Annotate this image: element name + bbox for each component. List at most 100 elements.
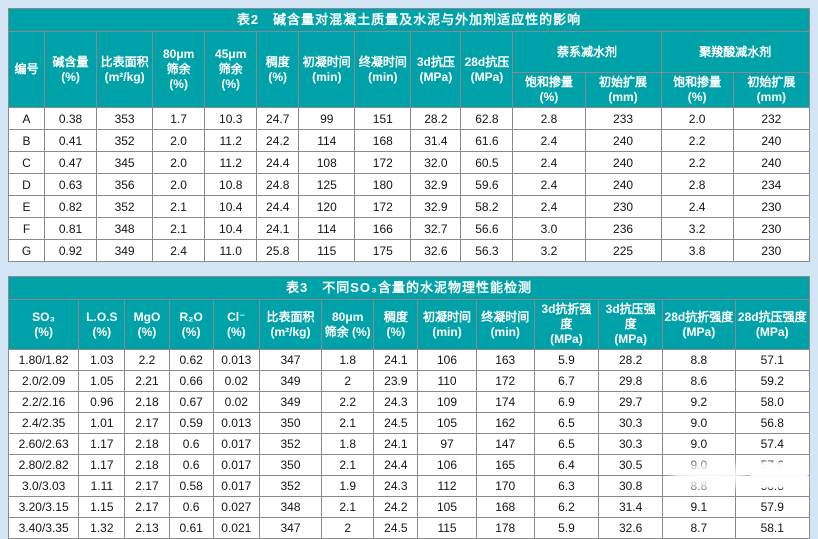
table-cell: 1.9 xyxy=(321,475,375,497)
table-cell: 2.4 xyxy=(152,239,206,262)
table-cell: 32.0 xyxy=(410,151,462,174)
table-cell: 2.17 xyxy=(124,412,170,434)
table-cell: 58.8 xyxy=(734,475,811,497)
table-cell: 11.2 xyxy=(204,129,258,152)
table-cell: 32.6 xyxy=(598,517,664,539)
table-cell: 6.5 xyxy=(533,433,600,455)
table-cell: 115 xyxy=(298,239,356,262)
table-cell: 175 xyxy=(354,239,412,262)
table-cell: 1.17 xyxy=(78,454,126,476)
table-cell: 24.3 xyxy=(373,475,419,497)
table-cell: 6.3 xyxy=(533,475,600,497)
table-cell: 0.41 xyxy=(44,129,98,152)
table-cell: 1.7 xyxy=(152,107,206,130)
table-cell: 105 xyxy=(417,412,477,434)
table-cell: 349 xyxy=(258,370,323,392)
table-cell: 2.0 xyxy=(152,129,206,152)
table-cell: 97 xyxy=(417,433,477,455)
table-cell: 32.6 xyxy=(410,239,462,262)
table-cell: 0.96 xyxy=(78,391,126,413)
table-cell: 9.0 xyxy=(662,412,736,434)
table-cell: 2.8 xyxy=(660,173,734,196)
table-cell: 0.6 xyxy=(168,496,214,518)
table-cell: 2.4 xyxy=(512,151,586,174)
table-cell: B xyxy=(7,129,46,152)
table2-header-row-1: 编号 碱含量 (%) 比表面积 (m²/kg) 80μm 筛余 (%) 45μm… xyxy=(7,31,811,108)
table-cell: 356 xyxy=(96,173,154,196)
table-cell: 28.2 xyxy=(410,107,462,130)
table-cell: 345 xyxy=(96,151,154,174)
table-cell: 10.3 xyxy=(204,107,258,130)
table-cell: 11.0 xyxy=(204,239,258,262)
table2-header-row-2: 饱和掺量 (%) 初始扩展 (mm) 饱和掺量 (%) 初始扩展 (mm) xyxy=(9,72,811,108)
table-cell: 10.4 xyxy=(204,195,258,218)
table-cell: 234 xyxy=(732,173,811,196)
table-cell: 2.4 xyxy=(512,129,586,152)
table-cell: 0.47 xyxy=(44,151,98,174)
table-cell: 32.9 xyxy=(410,195,462,218)
column-header: 终凝时间 (min) xyxy=(475,299,535,350)
column-header-initial-setting: 初凝时间 (min) xyxy=(298,31,356,108)
column-header: 3d抗折强度 (MPa) xyxy=(533,299,600,350)
table-cell: 57.1 xyxy=(734,349,811,371)
table-cell: 8.8 xyxy=(662,349,736,371)
table-cell: 24.1 xyxy=(373,433,419,455)
table-cell: 347 xyxy=(258,349,323,371)
table-cell: 233 xyxy=(584,107,662,130)
table-cell: 2.1 xyxy=(321,412,375,434)
table-cell: 0.63 xyxy=(44,173,98,196)
table-cell: 2.17 xyxy=(124,496,170,518)
table-cell: 9.0 xyxy=(662,454,736,476)
table-cell: 1.05 xyxy=(78,370,126,392)
column-header: 28d抗折强度 (MPa) xyxy=(662,299,736,350)
table-cell: 165 xyxy=(475,454,535,476)
table-cell: G xyxy=(7,239,46,262)
column-header: L.O.S (%) xyxy=(78,299,126,350)
group-header-naphthalene: 萘系减水剂 xyxy=(512,31,662,73)
table-cell: 348 xyxy=(258,496,323,518)
table-cell: 24.2 xyxy=(256,129,300,152)
table-cell: 57.6 xyxy=(734,454,811,476)
table-cell: 349 xyxy=(96,239,154,262)
column-header: 3d抗压强度 (MPa) xyxy=(598,299,664,350)
table-cell: 1.11 xyxy=(78,475,126,497)
table-cell: 0.6 xyxy=(168,454,214,476)
table-cell: 0.38 xyxy=(44,107,98,130)
table-cell: 32.7 xyxy=(410,217,462,240)
table-cell: 2.0 xyxy=(660,107,734,130)
column-header: R₂O (%) xyxy=(168,299,214,350)
table-cell: 162 xyxy=(475,412,535,434)
table-cell: 6.4 xyxy=(533,454,600,476)
table-cell: 1.01 xyxy=(78,412,126,434)
table-cell: 28.2 xyxy=(598,349,664,371)
table-row: 2.60/2.63 1.17 2.18 0.6 0.017 352 1.8 24.1 97 147… xyxy=(7,433,811,455)
table-cell: 178 xyxy=(475,517,535,539)
column-header-initial-spread-polycarboxylate: 初始扩展 (mm) xyxy=(732,72,811,108)
table-cell: 349 xyxy=(258,391,323,413)
table-cell: 24.7 xyxy=(256,107,300,130)
table-cell: 5.9 xyxy=(533,349,600,371)
table-cell: 350 xyxy=(258,454,323,476)
table2-title-row: 表2 碱含量对混凝土质量及水泥与外加剂适应性的影响 xyxy=(8,8,810,32)
table-cell: 0.81 xyxy=(44,217,98,240)
table-cell: 56.3 xyxy=(460,239,514,262)
table3-title-row: 表3 不同SO₃含量的水泥物理性能检测 xyxy=(8,276,810,300)
table-cell: 24.5 xyxy=(373,517,419,539)
table-cell: 0.017 xyxy=(212,433,260,455)
table-cell: 59.6 xyxy=(460,173,514,196)
table-cell: 58.1 xyxy=(734,517,811,539)
table-cell: D xyxy=(7,173,46,196)
table-cell: 109 xyxy=(417,391,477,413)
table-cell: 352 xyxy=(96,129,154,152)
table-cell: 0.6 xyxy=(168,433,214,455)
column-header-initial-spread-naphthalene: 初始扩展 (mm) xyxy=(584,72,662,108)
column-header-number: 编号 xyxy=(7,31,46,108)
table-cell: 58.0 xyxy=(734,391,811,413)
table-row: 3.20/3.15 1.15 2.17 0.6 0.027 348 2.1 24.2 105 16… xyxy=(7,496,811,518)
table-cell: 2.4 xyxy=(660,195,734,218)
table-cell: 30.8 xyxy=(598,475,664,497)
table-cell: 230 xyxy=(584,195,662,218)
table-cell: A xyxy=(7,107,46,130)
table-cell: 347 xyxy=(258,517,323,539)
table-cell: 163 xyxy=(475,349,535,371)
